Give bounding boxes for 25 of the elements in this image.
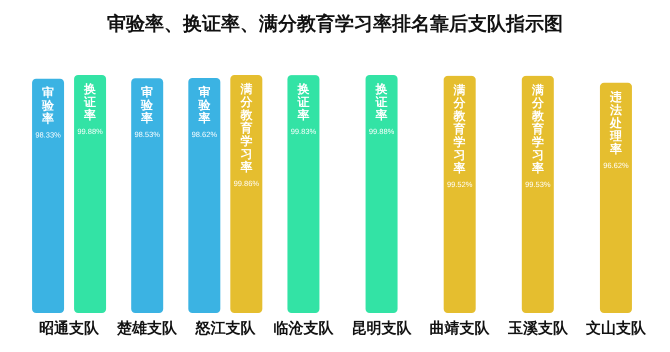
x-tick-label: 曲靖支队 bbox=[430, 319, 491, 337]
bar bbox=[230, 75, 262, 313]
x-tick-label: 玉溪支队 bbox=[506, 319, 569, 337]
bar bbox=[74, 75, 106, 313]
x-tick-label: 昆明支队 bbox=[352, 319, 413, 337]
bar bbox=[522, 76, 554, 313]
text: 换证率 bbox=[376, 82, 388, 122]
bar bbox=[600, 82, 632, 313]
text: 满分教育学习率 bbox=[532, 82, 544, 175]
text: 审验率 bbox=[141, 85, 154, 126]
bar bbox=[188, 78, 220, 313]
text: 满分教育学习率 bbox=[454, 82, 466, 175]
text: 换证率 bbox=[297, 82, 310, 122]
series-label: 换证率 bbox=[83, 82, 96, 122]
x-tick-label: 文山支队 bbox=[584, 319, 647, 337]
series-label: 满分教育学习率 bbox=[239, 82, 254, 174]
text: 审验率 bbox=[198, 85, 210, 125]
bar bbox=[366, 75, 398, 313]
series-label: 违法处理率 bbox=[608, 90, 622, 156]
series-label: 审验率 bbox=[41, 86, 56, 126]
x-tick-label: 临沧支队 bbox=[273, 319, 334, 337]
x-tick-label: 昭通支队 bbox=[39, 319, 100, 337]
chart-title: 审验率、换证率、满分教育学习率排名靠后支队指示图 bbox=[107, 13, 563, 35]
x-tick-label: 楚雄支队 bbox=[116, 319, 178, 337]
x-tick-label: 怒江支队 bbox=[194, 319, 256, 337]
